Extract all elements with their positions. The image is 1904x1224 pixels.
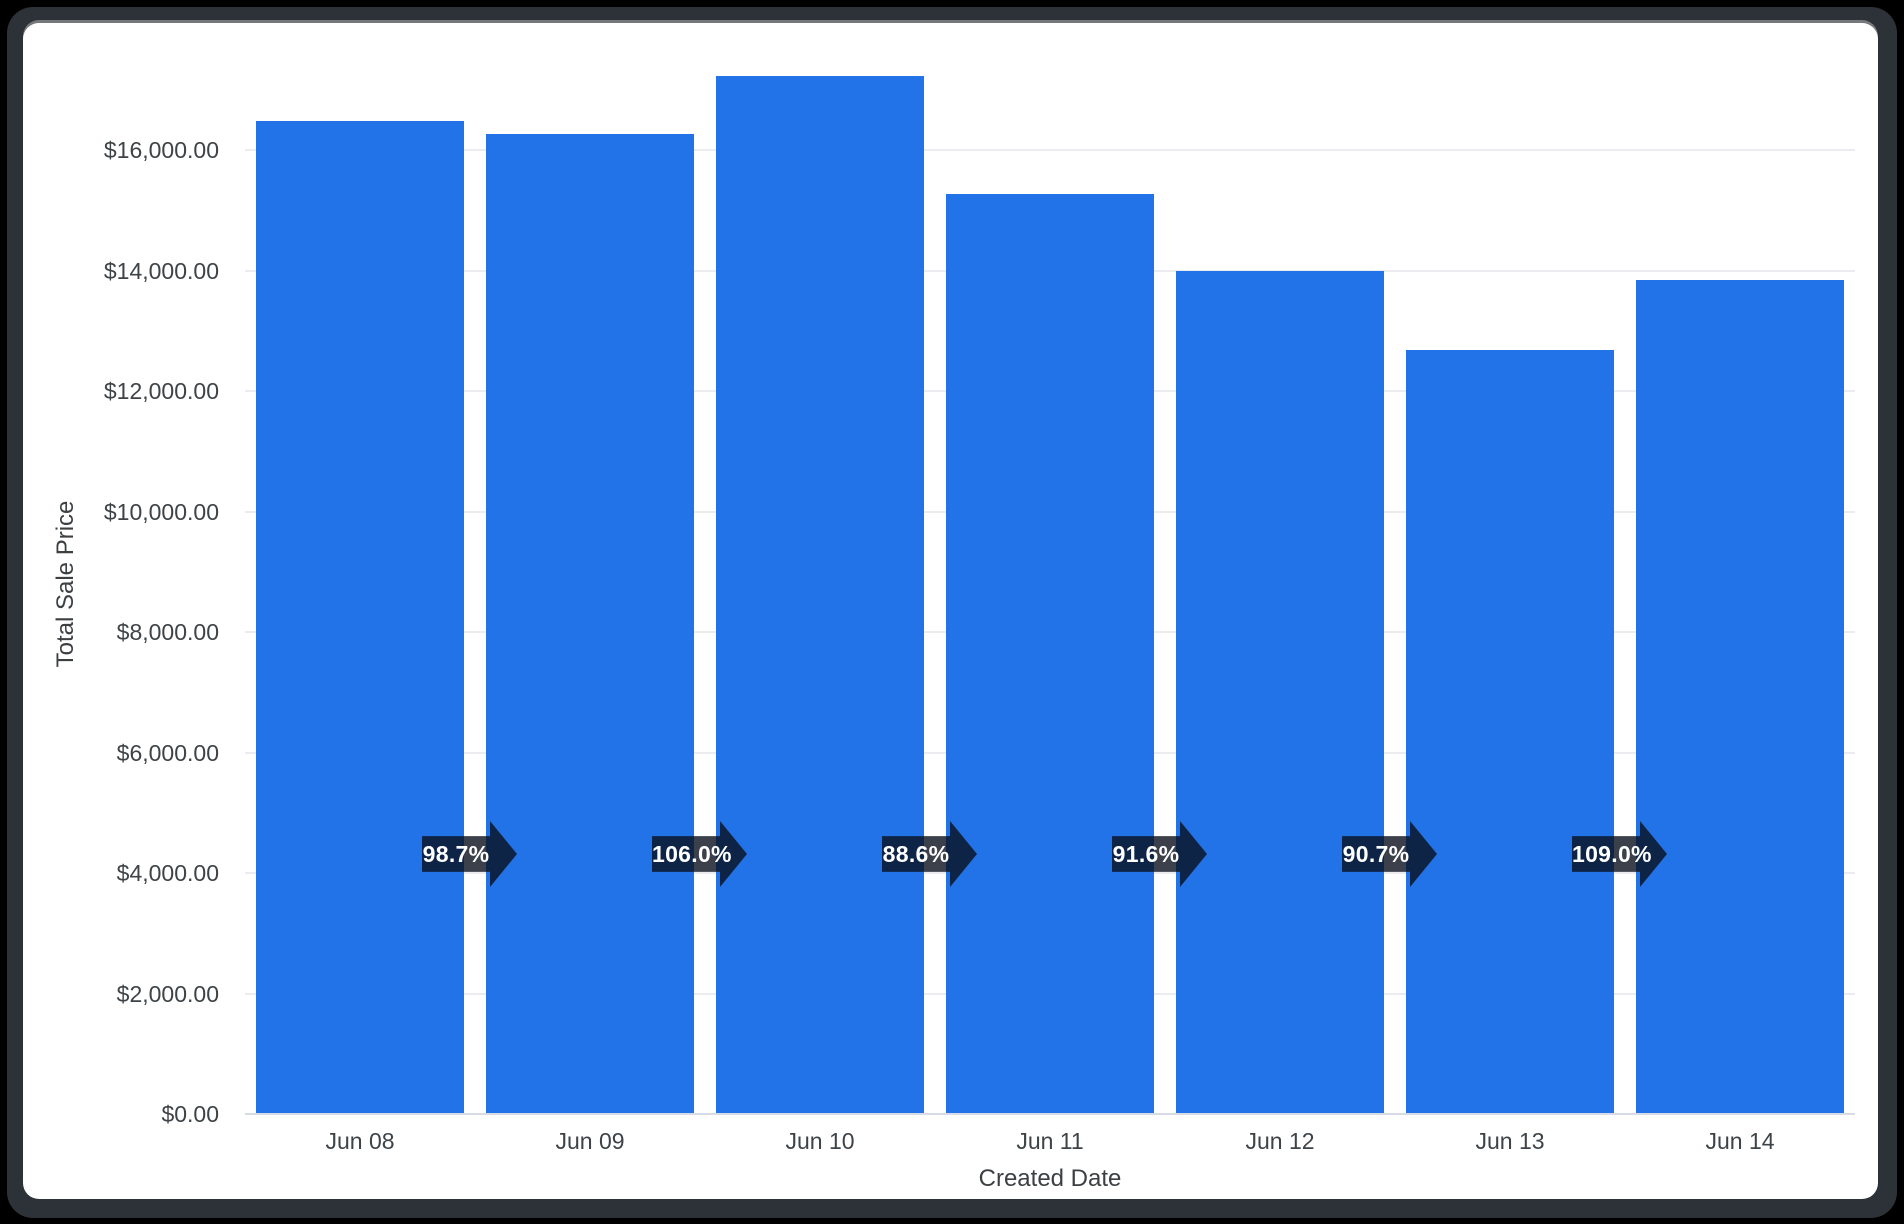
growth-percent-label: 98.7% [422, 841, 490, 867]
y-tick-label: $10,000.00 [103, 498, 219, 525]
y-tick-label: $12,000.00 [103, 378, 219, 405]
y-tick-label: $14,000.00 [103, 257, 219, 284]
bar-jun-13[interactable] [1406, 349, 1614, 1114]
bar-jun-12[interactable] [1176, 270, 1384, 1114]
x-tick-label: Jun 14 [1705, 1128, 1775, 1154]
x-tick-label: Jun 13 [1475, 1128, 1545, 1154]
x-axis-title: Created Date [978, 1165, 1122, 1192]
x-tick-label: Jun 12 [1245, 1128, 1315, 1154]
y-tick-label: $6,000.00 [116, 739, 219, 766]
x-tick-label: Jun 11 [1016, 1128, 1084, 1154]
gridline [245, 149, 1855, 152]
y-tick-label: $8,000.00 [116, 619, 219, 646]
growth-percent-label: 91.6% [1112, 841, 1180, 867]
window-frame: Total Sale Price Created Date $0.00 $2,00… [7, 7, 1897, 1218]
growth-percent-label: 106.0% [652, 841, 732, 867]
bar-chart: Total Sale Price Created Date $0.00 $2,00… [23, 23, 1878, 1199]
y-tick-label: $0.00 [161, 1101, 219, 1127]
bar-jun-10[interactable] [716, 75, 924, 1114]
bar-jun-08[interactable] [256, 121, 464, 1114]
bar-jun-09[interactable] [486, 134, 694, 1114]
x-axis-baseline [245, 1113, 1855, 1115]
growth-percent-label: 88.6% [882, 841, 950, 867]
growth-percent-label: 90.7% [1342, 841, 1410, 867]
x-tick-label: Jun 08 [325, 1128, 395, 1154]
y-tick-label: $4,000.00 [116, 860, 219, 887]
y-tick-label: $2,000.00 [116, 980, 219, 1007]
chart-card: Total Sale Price Created Date $0.00 $2,00… [23, 23, 1878, 1199]
y-tick-label: $16,000.00 [103, 137, 219, 164]
bar-jun-11[interactable] [946, 193, 1154, 1114]
bar-jun-14[interactable] [1636, 280, 1844, 1114]
x-tick-label: Jun 09 [555, 1128, 625, 1154]
growth-percent-label: 109.0% [1572, 841, 1652, 867]
x-tick-label: Jun 10 [785, 1128, 855, 1154]
